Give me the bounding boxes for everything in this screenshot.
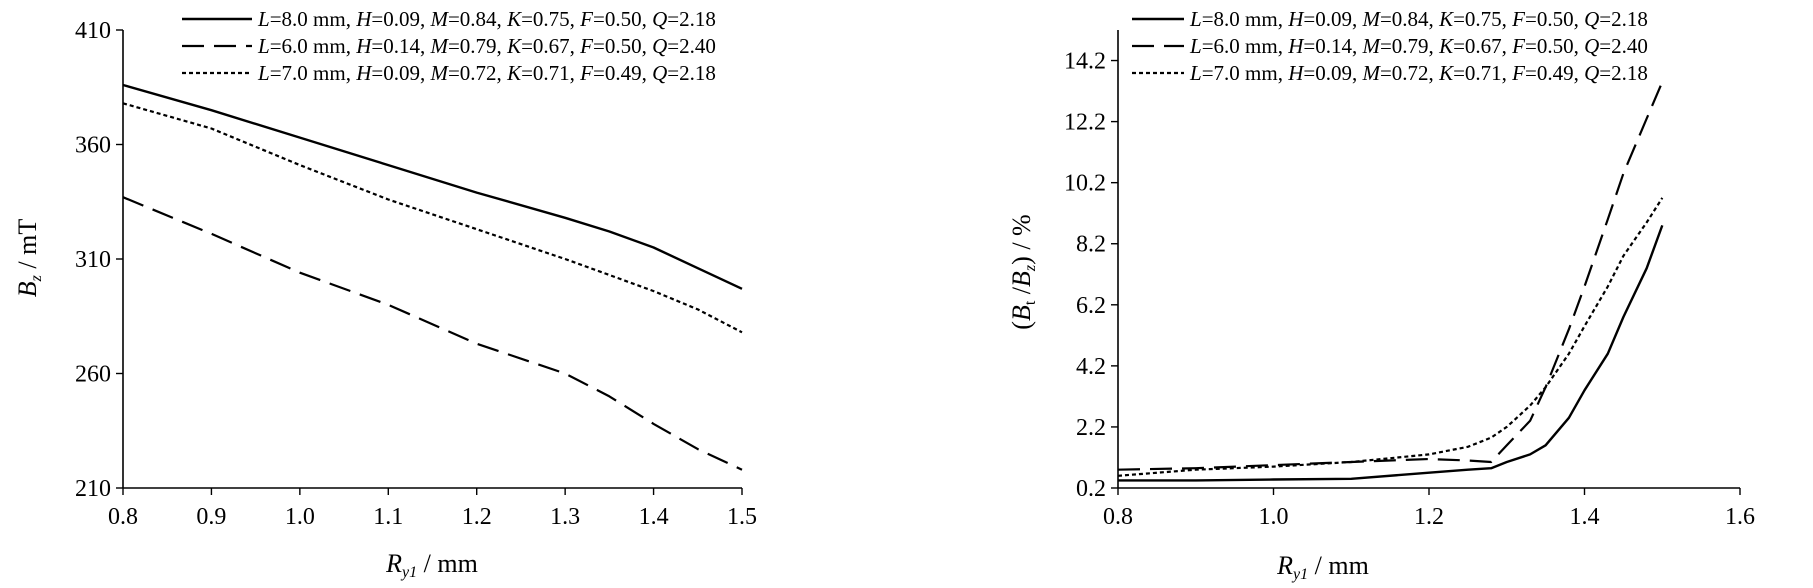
x-tick-label: 1.4 <box>1570 504 1600 530</box>
chart-bz: 0.8 0.9 1.0 1.1 1.2 1.3 1.4 1.5210260310360410 … <box>13 7 757 581</box>
y-tick-label: 260 <box>75 362 111 388</box>
series-layer <box>122 83 743 471</box>
x-tick-label: 1.0 <box>285 504 315 530</box>
x-tick-label: 0.8 <box>1103 504 1133 530</box>
legend: L=8.0 mm, H=0.09, M=0.84, K=0.75, F=0.50… <box>182 7 716 85</box>
x-tick-label: 1.0 <box>1259 504 1289 530</box>
legend-label: L=6.0 mm, H=0.14, M=0.79, K=0.67, F=0.50… <box>1189 34 1648 58</box>
x-tick-label: 1.6 <box>1725 504 1755 530</box>
x-axis-label: Ry1 / mm <box>1276 551 1369 583</box>
series-layer <box>1117 81 1664 482</box>
y-axis-label: (Bt /Bz) / % <box>1007 214 1039 329</box>
axes <box>116 29 743 495</box>
y-tick-label: 14.2 <box>1064 49 1106 75</box>
legend-label: L=7.0 mm, H=0.09, M=0.72, K=0.71, F=0.49… <box>1189 61 1648 85</box>
series-line-dashed <box>1117 81 1664 471</box>
y-tick-label: 10.2 <box>1064 171 1106 197</box>
x-tick-label: 1.2 <box>1414 504 1444 530</box>
y-tick-label: 360 <box>75 133 111 159</box>
legend-label: L=7.0 mm, H=0.09, M=0.72, K=0.71, F=0.49… <box>257 61 716 85</box>
y-axis-label: Bz / mT <box>13 219 45 298</box>
x-tick-label: 1.2 <box>462 504 492 530</box>
x-axis-label: Ry1 / mm <box>385 549 478 581</box>
y-tick-label: 310 <box>75 247 111 273</box>
x-tick-label: 1.5 <box>727 504 757 530</box>
tick-labels: 0.8 1.0 1.2 1.4 1.6 0.2 2.2 4.2 6.2 8.2 10.2 12.2 14… <box>1064 49 1755 530</box>
y-tick-label: 12.2 <box>1064 110 1106 136</box>
x-tick-label: 0.9 <box>196 504 226 530</box>
legend-label: L=8.0 mm, H=0.09, M=0.84, K=0.75, F=0.50… <box>1189 7 1648 31</box>
x-tick-label: 1.4 <box>639 504 669 530</box>
legend: L=8.0 mm, H=0.09, M=0.84, K=0.75, F=0.50… <box>1132 7 1648 85</box>
legend-label: L=6.0 mm, H=0.14, M=0.79, K=0.67, F=0.50… <box>257 34 716 58</box>
y-tick-label: 4.2 <box>1076 354 1106 380</box>
series-line-solid <box>122 83 743 290</box>
y-tick-label: 2.2 <box>1076 415 1106 441</box>
y-tick-label: 410 <box>75 18 111 44</box>
tick-labels: 0.8 0.9 1.0 1.1 1.2 1.3 1.4 1.5 210 260 310 360 410 <box>75 18 757 530</box>
x-tick-label: 1.3 <box>550 504 580 530</box>
series-line-dashed <box>122 196 743 471</box>
series-line-dotted <box>122 102 743 334</box>
y-tick-label: 8.2 <box>1076 232 1106 258</box>
axes <box>1111 30 1741 495</box>
y-tick-label: 6.2 <box>1076 293 1106 319</box>
chart-bt-bz: 0.8 1.0 1.2 1.4 1.6 0.2 2.2 4.2 6.2 8.2 10.2 12.2 14… <box>1007 7 1755 583</box>
series-line-solid <box>1118 224 1664 482</box>
y-tick-label: 0.2 <box>1076 476 1106 502</box>
y-tick-label: 210 <box>75 476 111 502</box>
series-line-dotted <box>1117 197 1664 477</box>
x-tick-label: 1.1 <box>373 504 403 530</box>
x-tick-label: 0.8 <box>108 504 138 530</box>
legend-label: L=8.0 mm, H=0.09, M=0.84, K=0.75, F=0.50… <box>257 7 716 31</box>
